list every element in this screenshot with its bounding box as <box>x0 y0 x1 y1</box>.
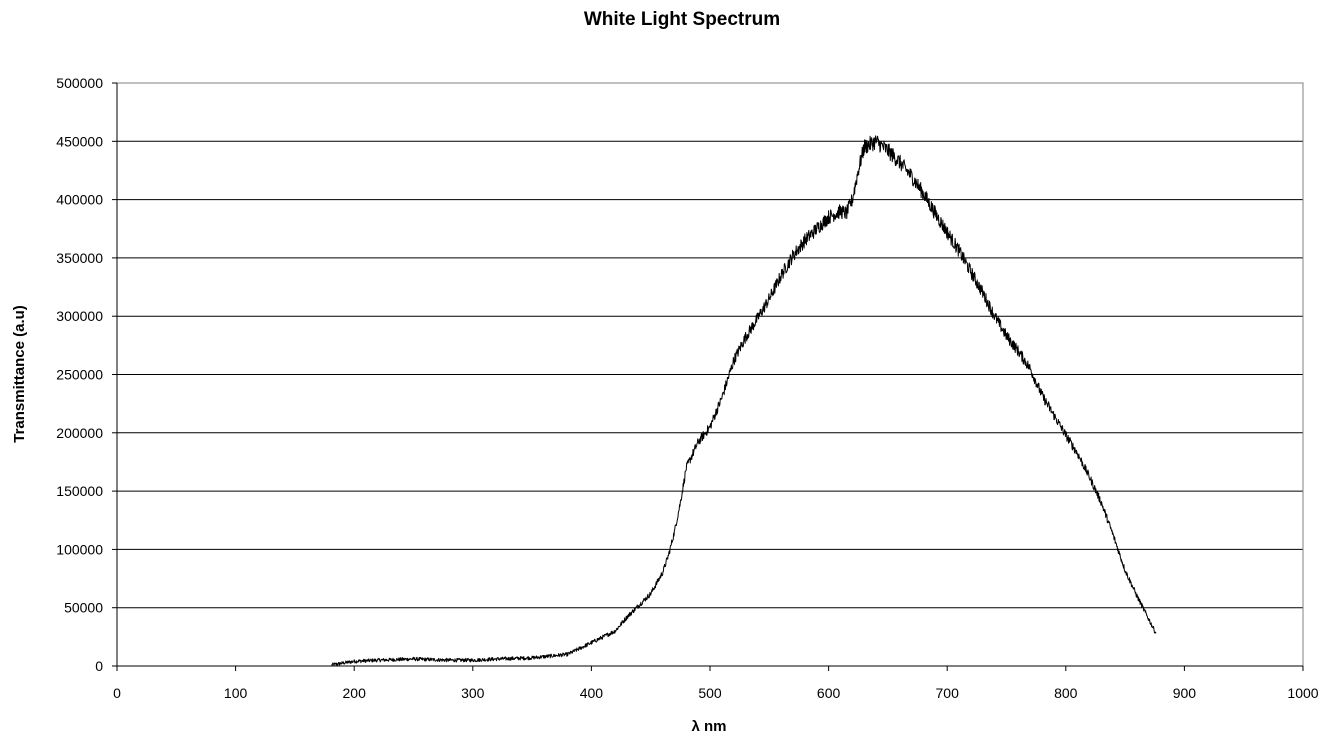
x-tick-label: 500 <box>698 685 722 701</box>
series-group <box>331 135 1157 667</box>
x-tick-label: 100 <box>224 685 248 701</box>
y-tick-label: 450000 <box>56 133 103 149</box>
gridlines <box>117 140 1303 609</box>
y-tick-label: 150000 <box>56 483 103 499</box>
series-line <box>331 135 1157 667</box>
x-tick-label: 800 <box>1054 685 1078 701</box>
y-tick-label: 400000 <box>56 192 103 208</box>
y-axis-ticks: 0 50000 100000 150000 200000 250000 300000 3500… <box>56 75 117 674</box>
y-tick-label: 500000 <box>56 75 103 91</box>
x-tick-label: 0 <box>113 685 121 701</box>
x-tick-label: 900 <box>1173 685 1197 701</box>
x-tick-label: 600 <box>817 685 841 701</box>
y-axis-label: Transmittance (a.u) <box>11 305 28 443</box>
y-tick-label: 250000 <box>56 367 103 383</box>
x-tick-label: 300 <box>461 685 485 701</box>
x-tick-label: 1000 <box>1287 685 1318 701</box>
x-axis-label: λ nm <box>691 718 726 735</box>
y-tick-label: 100000 <box>56 541 103 557</box>
y-tick-label: 50000 <box>64 600 103 616</box>
y-tick-label: 0 <box>95 658 103 674</box>
y-tick-label: 200000 <box>56 425 103 441</box>
x-tick-label: 400 <box>580 685 604 701</box>
y-tick-label: 350000 <box>56 250 103 266</box>
x-tick-label: 200 <box>343 685 367 701</box>
y-tick-label: 300000 <box>56 308 103 324</box>
x-tick-label: 700 <box>936 685 960 701</box>
x-axis-ticks: 0 100 200 300 400 500 600 700 800 900 1000 <box>113 666 1319 701</box>
chart-title: White Light Spectrum <box>584 9 780 30</box>
